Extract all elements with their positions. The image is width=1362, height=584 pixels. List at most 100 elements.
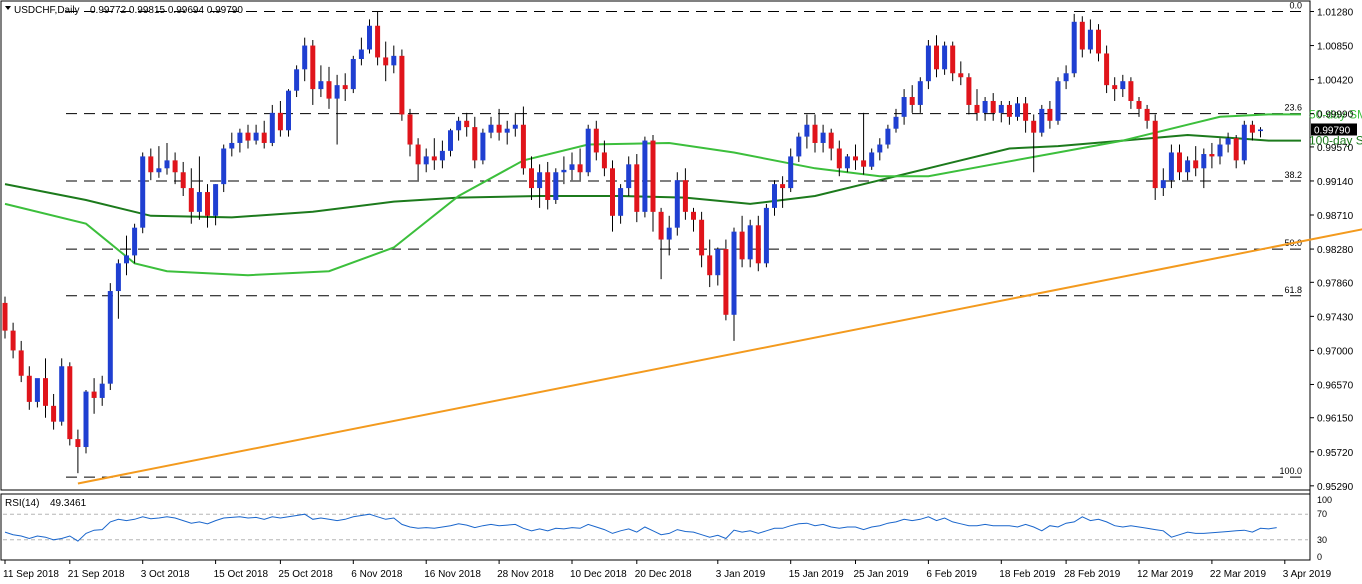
current-price-label: 0.99790: [1314, 125, 1351, 136]
candle-body: [99, 383, 105, 398]
candle-body: [342, 85, 348, 90]
candle-body: [269, 112, 275, 143]
candle-body: [1193, 160, 1199, 169]
support-trendline: [77, 228, 1362, 485]
candle-body: [836, 148, 842, 169]
candle-body: [164, 160, 170, 169]
candle-body: [893, 116, 899, 129]
candle-body: [942, 45, 948, 70]
price-tick-label: 0.99990: [1317, 110, 1354, 121]
candle-body: [1071, 21, 1077, 74]
candle-body: [83, 391, 89, 448]
candle-body: [715, 249, 721, 276]
candle-body: [529, 168, 534, 189]
candle-body: [788, 156, 794, 189]
candle-body: [885, 128, 891, 145]
candle-body: [115, 263, 121, 292]
sma-100-line: [4, 133, 1301, 219]
candle-body: [966, 77, 972, 105]
price-tick-label: 0.99140: [1317, 177, 1354, 188]
price-tick-label: 1.00420: [1317, 76, 1354, 87]
candle-body: [650, 140, 656, 212]
candle-body: [512, 124, 518, 129]
candle-body: [1258, 129, 1263, 132]
candle-body: [1185, 160, 1191, 173]
candles: [2, 11, 1263, 474]
candle-body: [1136, 100, 1142, 109]
candle-body: [318, 81, 324, 90]
candle-body: [691, 211, 696, 220]
candle-body: [172, 160, 178, 173]
candle-body: [974, 104, 980, 113]
candle-body: [375, 25, 381, 58]
candle-body: [796, 136, 802, 157]
candle-body: [140, 156, 146, 228]
candle-body: [51, 405, 57, 422]
candle-body: [480, 132, 486, 161]
candle-body: [1006, 104, 1012, 117]
candle-body: [156, 168, 162, 173]
price-tick-label: 0.95720: [1317, 448, 1354, 459]
candle-body: [1104, 53, 1110, 86]
candle-body: [439, 150, 445, 161]
fib-level-label: 38.2: [1284, 170, 1302, 180]
price-tick-label: 0.97430: [1317, 312, 1354, 323]
candle-body: [107, 291, 113, 384]
candle-body: [148, 156, 154, 173]
candle-body: [763, 207, 769, 264]
time-tick-label: 3 Jan 2019: [716, 569, 766, 580]
time-tick-label: 6 Feb 2019: [926, 569, 977, 580]
candle-body: [456, 120, 462, 131]
candle-body: [958, 73, 964, 78]
candle-body: [1201, 154, 1207, 169]
candle-body: [310, 45, 316, 90]
ohlc-readout: 0.99772 0.99815 0.99694 0.99790: [90, 5, 243, 16]
candle-body: [1225, 138, 1231, 145]
candle-body: [804, 124, 810, 137]
fib-level-label: 100.0: [1279, 466, 1302, 476]
rsi-label: RSI(14): [5, 498, 39, 509]
candle-body: [901, 97, 907, 117]
time-tick-label: 3 Apr 2019: [1283, 569, 1332, 580]
candle-body: [666, 227, 672, 240]
candle-body: [618, 188, 624, 216]
time-tick-label: 20 Dec 2018: [635, 569, 692, 580]
candle-body: [537, 172, 543, 189]
time-tick-label: 15 Jan 2019: [789, 569, 844, 580]
time-tick-label: 6 Nov 2018: [351, 569, 403, 580]
candle-body: [34, 378, 40, 402]
candle-body: [925, 45, 931, 82]
candle-body: [1112, 85, 1118, 90]
time-axis: 11 Sep 2018 21 Sep 2018 3 Oct 2018 15 Oct 2…: [3, 560, 1332, 580]
time-tick-label: 28 Nov 2018: [497, 569, 554, 580]
candle-body: [1233, 138, 1239, 161]
candle-body: [593, 128, 599, 153]
time-tick-label: 15 Oct 2018: [214, 569, 269, 580]
price-tick-label: 0.98280: [1317, 245, 1354, 256]
candle-body: [747, 225, 753, 260]
candle-body: [820, 132, 826, 143]
time-tick-label: 12 Mar 2019: [1137, 569, 1194, 580]
candle-body: [488, 124, 494, 133]
candle-body: [545, 172, 551, 200]
price-tick-label: 0.97860: [1317, 278, 1354, 289]
candle-body: [1031, 120, 1037, 133]
candle-body: [772, 184, 777, 208]
candle-body: [561, 169, 567, 173]
time-tick-label: 25 Jan 2019: [854, 569, 909, 580]
candle-body: [828, 132, 834, 149]
candle-body: [739, 231, 745, 260]
candle-body: [253, 132, 259, 141]
time-tick-label: 25 Oct 2018: [278, 569, 333, 580]
candle-body: [358, 49, 364, 60]
rsi-value: 49.3461: [50, 498, 87, 509]
price-tick-label: 0.97000: [1317, 346, 1354, 357]
candle-body: [383, 57, 389, 66]
candle-body: [472, 127, 478, 161]
candle-body: [1128, 81, 1134, 101]
candle-body: [229, 142, 235, 149]
candle-body: [504, 128, 510, 133]
candle-body: [1096, 29, 1101, 54]
candle-body: [699, 219, 705, 256]
time-tick-label: 10 Dec 2018: [570, 569, 627, 580]
